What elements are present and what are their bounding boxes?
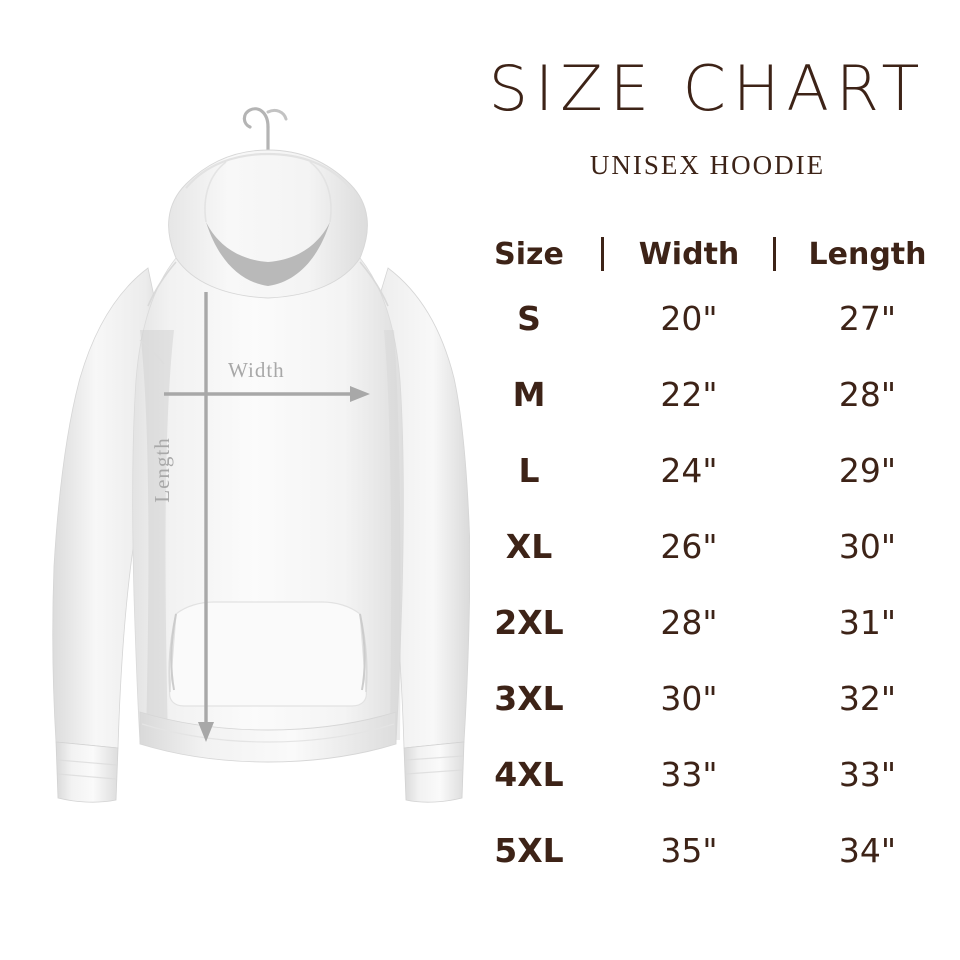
hoodie-hem <box>139 711 397 763</box>
hoodie-graphic <box>52 107 470 803</box>
measurement-arrows <box>164 292 370 742</box>
column-header-length: Length <box>773 228 960 280</box>
width-arrowhead <box>350 386 370 402</box>
hood-outer <box>168 149 368 299</box>
length-measure-label: Length <box>150 437 174 503</box>
cell-width: 35" <box>660 830 718 870</box>
table-header-row: Size Width Length <box>455 228 960 280</box>
cell-length: 28" <box>838 374 897 414</box>
kangaroo-pocket <box>169 601 367 707</box>
table-row: 4XL 33" 33" <box>455 736 960 812</box>
page-subtitle: UNISEX HOODIE <box>589 150 826 180</box>
table-row: XL 26" 30" <box>455 508 960 584</box>
cell-length: 32" <box>838 678 897 718</box>
table-row: M 22" 28" <box>455 356 960 432</box>
left-cuff <box>55 741 119 803</box>
column-header-width: Width <box>601 228 775 280</box>
cell-width: 28" <box>660 602 718 642</box>
cell-width: 20" <box>660 298 718 338</box>
size-table-body: S 20" 27" M 22" 28" L 24" 29" XL 26" <box>455 280 960 888</box>
cell-length: 34" <box>838 830 897 870</box>
size-table: Size Width Length S 20" 27" M 22" 28" L <box>455 228 960 888</box>
table-row: 3XL 30" 32" <box>455 660 960 736</box>
cell-length: 27" <box>838 298 897 338</box>
size-table-header: Size Width Length <box>455 228 960 280</box>
cell-width: 33" <box>660 754 718 794</box>
cell-width: 24" <box>660 450 718 490</box>
page-title: SIZE CHART <box>488 52 927 125</box>
table-row: 5XL 35" 34" <box>455 812 960 888</box>
cell-size: 5XL <box>494 830 564 870</box>
cell-size: 4XL <box>494 754 564 794</box>
column-header-size: Size <box>494 236 564 272</box>
width-measure-label: Width <box>228 358 285 382</box>
hoodie-illustration-panel: Width Length <box>0 0 470 960</box>
table-row: 2XL 28" 31" <box>455 584 960 660</box>
cell-width: 22" <box>660 374 718 414</box>
cell-size: M <box>512 374 546 414</box>
cell-size: L <box>518 450 540 490</box>
table-row: S 20" 27" <box>455 280 960 356</box>
cell-size: 2XL <box>494 602 564 642</box>
cell-length: 30" <box>838 526 897 566</box>
cell-size: XL <box>505 526 553 566</box>
cell-size: S <box>517 298 541 338</box>
table-row: L 24" 29" <box>455 432 960 508</box>
cell-width: 30" <box>660 678 718 718</box>
size-chart-panel: SIZE CHART UNISEX HOODIE Size Width Leng… <box>455 0 960 960</box>
length-arrowhead <box>198 722 214 742</box>
cell-length: 29" <box>838 450 897 490</box>
cell-length: 33" <box>838 754 897 794</box>
cell-length: 31" <box>838 602 897 642</box>
cell-size: 3XL <box>494 678 564 718</box>
cell-width: 26" <box>660 526 718 566</box>
